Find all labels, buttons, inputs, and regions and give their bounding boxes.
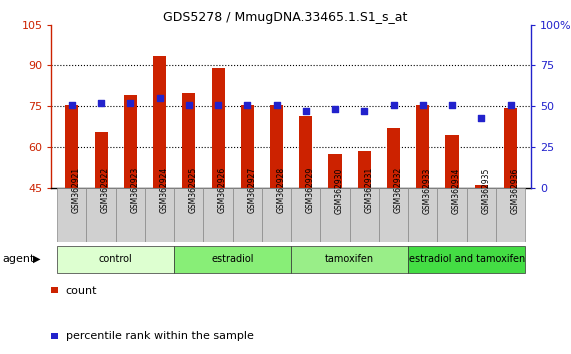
Text: GSM362931: GSM362931 [364,167,373,213]
Text: GSM362932: GSM362932 [393,167,403,213]
Bar [299,116,312,188]
Text: GSM362924: GSM362924 [160,167,168,213]
FancyBboxPatch shape [203,188,233,242]
FancyBboxPatch shape [174,246,291,273]
FancyBboxPatch shape [379,188,408,242]
Point [418,102,427,107]
Bar [124,95,137,188]
Text: GSM362936: GSM362936 [510,167,520,213]
FancyBboxPatch shape [116,188,145,242]
Point [272,102,281,107]
Text: tamoxifen: tamoxifen [325,254,374,264]
Point [184,102,194,107]
FancyBboxPatch shape [57,188,86,242]
Point [243,102,252,107]
Text: control: control [99,254,132,264]
FancyBboxPatch shape [291,246,408,273]
Bar [153,56,166,188]
Point [126,100,135,106]
Bar [328,154,341,188]
FancyBboxPatch shape [233,188,262,242]
Text: GSM362925: GSM362925 [189,167,198,213]
Text: GSM362933: GSM362933 [423,167,432,213]
Point [155,95,164,101]
Point [301,108,311,114]
Bar [270,105,283,188]
Point [448,102,457,107]
Text: GSM362929: GSM362929 [306,167,315,213]
Text: GSM362923: GSM362923 [130,167,139,213]
Text: count: count [66,286,97,296]
Text: GSM362926: GSM362926 [218,167,227,213]
Text: GSM362935: GSM362935 [481,167,490,213]
FancyBboxPatch shape [57,246,174,273]
FancyBboxPatch shape [496,188,525,242]
Bar [387,128,400,188]
Point [389,102,398,107]
Bar [182,93,195,188]
Bar [445,135,459,188]
Text: GSM362928: GSM362928 [276,167,286,213]
FancyBboxPatch shape [467,188,496,242]
Point [96,100,106,106]
Bar [65,105,78,188]
Point [506,102,515,107]
Bar [211,68,224,188]
Bar [475,185,488,188]
Text: agent: agent [3,254,35,264]
Text: percentile rank within the sample: percentile rank within the sample [66,331,254,341]
FancyBboxPatch shape [86,188,116,242]
FancyBboxPatch shape [145,188,174,242]
Text: GSM362927: GSM362927 [247,167,256,213]
Point [67,102,77,107]
Bar [416,105,429,188]
Text: estradiol and tamoxifen: estradiol and tamoxifen [409,254,525,264]
Text: GSM362921: GSM362921 [72,167,81,213]
Bar [504,108,517,188]
FancyBboxPatch shape [291,188,320,242]
FancyBboxPatch shape [320,188,349,242]
Text: ▶: ▶ [33,254,41,264]
Point [477,115,486,120]
Point [360,108,369,114]
FancyBboxPatch shape [408,188,437,242]
Bar [241,105,254,188]
FancyBboxPatch shape [349,188,379,242]
Text: GDS5278 / MmugDNA.33465.1.S1_s_at: GDS5278 / MmugDNA.33465.1.S1_s_at [163,11,408,24]
FancyBboxPatch shape [174,188,203,242]
Bar [95,132,108,188]
Bar [358,151,371,188]
FancyBboxPatch shape [437,188,467,242]
Point [331,107,340,112]
Text: GSM362934: GSM362934 [452,167,461,213]
Point [214,102,223,107]
Text: estradiol: estradiol [211,254,254,264]
FancyBboxPatch shape [408,246,525,273]
Text: GSM362922: GSM362922 [101,167,110,213]
FancyBboxPatch shape [262,188,291,242]
Text: GSM362930: GSM362930 [335,167,344,213]
